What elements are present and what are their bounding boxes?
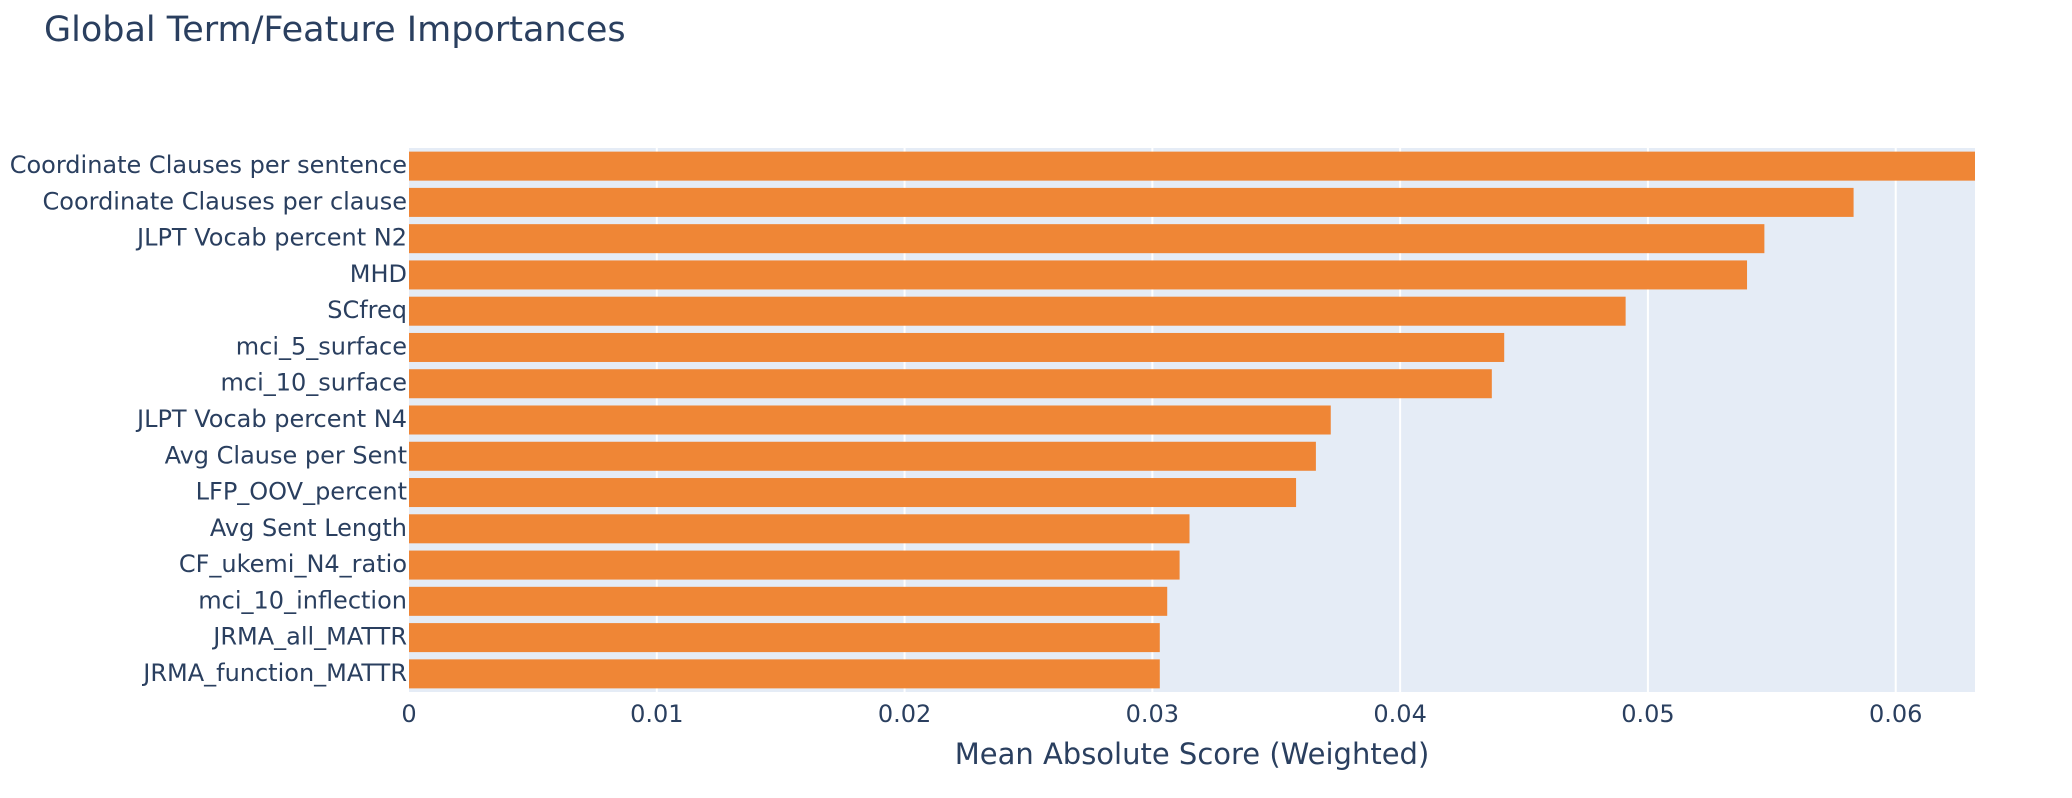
- y-category-label: Avg Sent Length: [210, 514, 407, 542]
- y-category-label: JRMA_all_MATTR: [211, 623, 407, 651]
- x-tick-label: 0.03: [1126, 700, 1179, 728]
- bar[interactable]: [409, 659, 1160, 689]
- bar[interactable]: [409, 296, 1626, 326]
- y-category-label: JRMA_function_MATTR: [141, 659, 407, 687]
- x-tick-label: 0: [401, 700, 416, 728]
- y-category-label: SCfreq: [327, 296, 407, 324]
- bar[interactable]: [409, 369, 1492, 399]
- y-category-label: mci_5_surface: [236, 332, 407, 360]
- bar[interactable]: [409, 332, 1505, 362]
- y-category-label: LFP_OOV_percent: [196, 478, 407, 506]
- y-category-label: Coordinate Clauses per sentence: [10, 151, 407, 179]
- bar[interactable]: [409, 151, 1975, 181]
- x-tick-label: 0.05: [1621, 700, 1674, 728]
- y-category-label: mci_10_inflection: [198, 586, 407, 614]
- y-category-label: Coordinate Clauses per clause: [43, 187, 408, 215]
- y-axis-labels: Coordinate Clauses per sentence Coordinat…: [10, 151, 407, 687]
- y-category-label: CF_ukemi_N4_ratio: [179, 550, 407, 578]
- chart-title: Global Term/Feature Importances: [44, 10, 626, 50]
- x-tick-label: 0.04: [1373, 700, 1426, 728]
- y-category-label: JLPT Vocab percent N2: [135, 224, 407, 252]
- y-category-label: MHD: [350, 260, 407, 288]
- bar[interactable]: [409, 405, 1331, 435]
- bar[interactable]: [409, 441, 1316, 471]
- x-tick-label: 0.02: [878, 700, 931, 728]
- x-axis-title: Mean Absolute Score (Weighted): [955, 737, 1430, 771]
- bar[interactable]: [409, 586, 1168, 616]
- bar[interactable]: [409, 623, 1160, 653]
- y-category-label: Avg Clause per Sent: [165, 441, 407, 469]
- x-tick-label: 0.06: [1869, 700, 1922, 728]
- bar[interactable]: [409, 224, 1765, 254]
- bar[interactable]: [409, 514, 1190, 544]
- bar[interactable]: [409, 187, 1854, 217]
- bar[interactable]: [409, 550, 1180, 580]
- x-axis-tick-labels: 0 0.01 0.02 0.03 0.04 0.05 0.06: [401, 700, 1922, 728]
- bar[interactable]: [409, 478, 1297, 508]
- bar[interactable]: [409, 260, 1748, 290]
- bars: [409, 151, 1975, 689]
- x-tick-label: 0.01: [630, 700, 683, 728]
- y-category-label: mci_10_surface: [221, 369, 407, 397]
- y-category-label: JLPT Vocab percent N4: [135, 405, 407, 433]
